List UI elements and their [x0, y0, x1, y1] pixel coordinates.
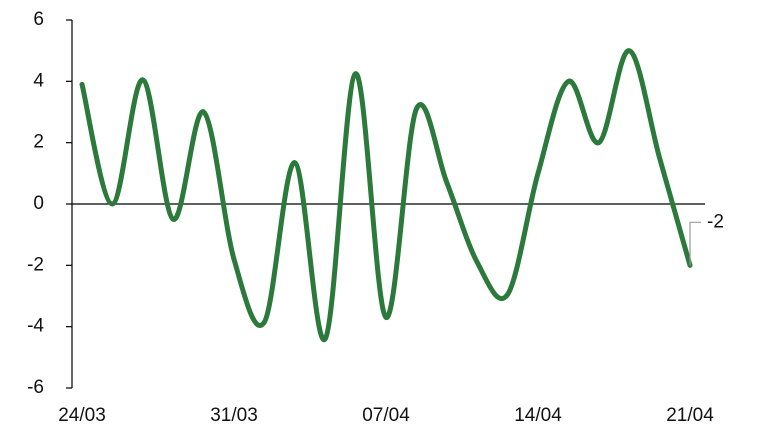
y-tick-label: 0: [33, 193, 44, 214]
y-tick-label: -4: [27, 316, 44, 337]
x-tick-label: 21/04: [666, 405, 714, 426]
y-tick-label: 2: [33, 132, 44, 153]
x-tick-label: 14/04: [514, 405, 562, 426]
end-value-label: -2: [707, 211, 724, 232]
y-tick-label: 4: [33, 70, 44, 91]
x-tick-label: 24/03: [58, 405, 106, 426]
x-tick-label: 07/04: [362, 405, 410, 426]
label-leader: [689, 221, 701, 266]
line: [79, 48, 693, 342]
y-tick-label: -6: [27, 377, 44, 398]
x-tick-label: 31/03: [210, 405, 258, 426]
y-tick-label: 6: [33, 9, 44, 30]
y-tick-label: -2: [27, 254, 44, 275]
